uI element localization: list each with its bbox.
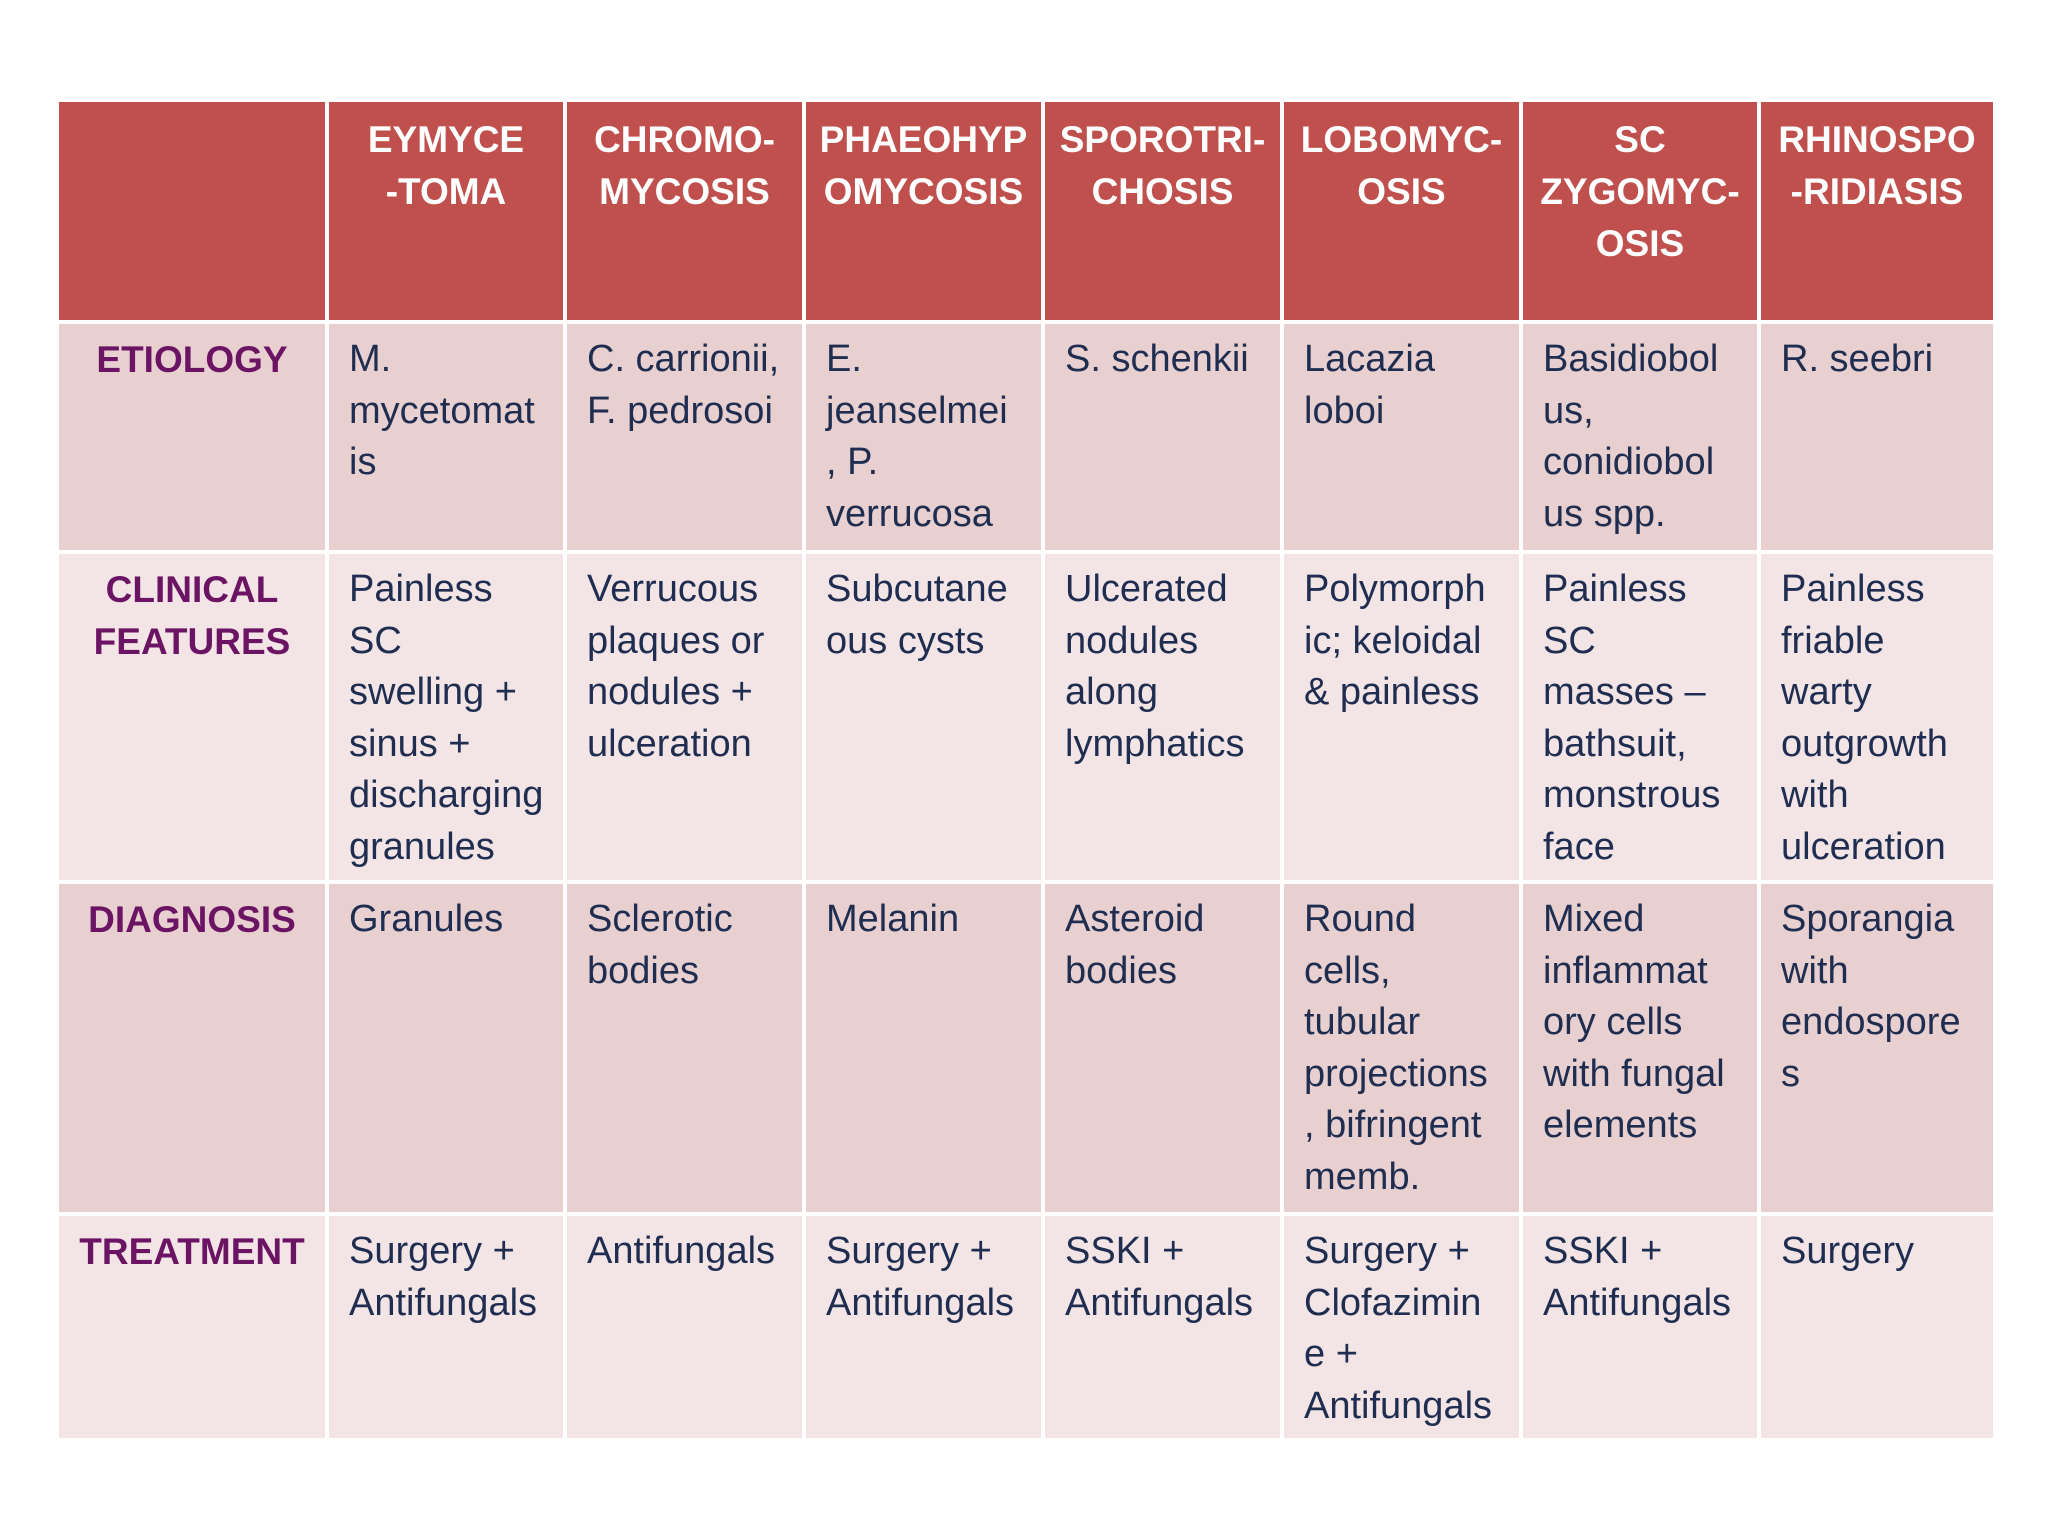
table-cell: Subcutane ous cysts — [802, 550, 1045, 884]
table-cell: C. carrionii, F. pedrosoi — [563, 320, 806, 554]
column-header-rhinosporidiasis: RHINOSPO -RIDIASIS — [1757, 98, 1997, 324]
table-cell: SSKI + Antifungals — [1041, 1212, 1284, 1442]
column-header-chromomycosis: CHROMO- MYCOSIS — [563, 98, 806, 324]
table-row-diagnosis: DIAGNOSIS Granules Sclerotic bodies Mela… — [55, 880, 1997, 1216]
column-header-lobomycosis: LOBOMYC- OSIS — [1280, 98, 1523, 324]
comparison-table: EYMYCE -TOMA CHROMO- MYCOSIS PHAEOHYP OM… — [55, 98, 1997, 1442]
column-header-sc-zygomycosis: SC ZYGOMYC- OSIS — [1519, 98, 1761, 324]
table-cell: E. jeanselmei , P. verrucosa — [802, 320, 1045, 554]
table-cell: Verrucous plaques or nodules + ulceratio… — [563, 550, 806, 884]
row-label-clinical-features: CLINICAL FEATURES — [55, 550, 329, 884]
table-cell: Basidiobol us, conidiobol us spp. — [1519, 320, 1761, 554]
column-header-sporotrichosis: SPOROTRI- CHOSIS — [1041, 98, 1284, 324]
column-header-phaeohyphomycosis: PHAEOHYP OMYCOSIS — [802, 98, 1045, 324]
table-row-etiology: ETIOLOGY M. mycetomat is C. carrionii, F… — [55, 320, 1997, 554]
table-cell: Sporangia with endospore s — [1757, 880, 1997, 1216]
table-cell: Mixed inflammat ory cells with fungal el… — [1519, 880, 1761, 1216]
table-cell: Painless friable warty outgrowth with ul… — [1757, 550, 1997, 884]
row-label-diagnosis: DIAGNOSIS — [55, 880, 329, 1216]
table-cell: Round cells, tubular projections , bifri… — [1280, 880, 1523, 1216]
table-cell: Sclerotic bodies — [563, 880, 806, 1216]
table-cell: Painless SC swelling + sinus + dischargi… — [325, 550, 567, 884]
table-cell: Surgery — [1757, 1212, 1997, 1442]
table-cell: Surgery + Clofazimin e + Antifungals — [1280, 1212, 1523, 1442]
table-cell: Granules — [325, 880, 567, 1216]
table-cell: M. mycetomat is — [325, 320, 567, 554]
corner-cell — [55, 98, 329, 324]
header-row: EYMYCE -TOMA CHROMO- MYCOSIS PHAEOHYP OM… — [55, 98, 1997, 324]
table-cell: Painless SC masses – bathsuit, monstrous… — [1519, 550, 1761, 884]
row-label-treatment: TREATMENT — [55, 1212, 329, 1442]
table-cell: Ulcerated nodules along lymphatics — [1041, 550, 1284, 884]
column-header-eymycetoma: EYMYCE -TOMA — [325, 98, 567, 324]
table-cell: Asteroid bodies — [1041, 880, 1284, 1216]
table-cell: Melanin — [802, 880, 1045, 1216]
table-cell: Surgery + Antifungals — [325, 1212, 567, 1442]
table-cell: Antifungals — [563, 1212, 806, 1442]
table-cell: Surgery + Antifungals — [802, 1212, 1045, 1442]
table-row-treatment: TREATMENT Surgery + Antifungals Antifung… — [55, 1212, 1997, 1442]
row-label-etiology: ETIOLOGY — [55, 320, 329, 554]
table-cell: Lacazia loboi — [1280, 320, 1523, 554]
table-cell: R. seebri — [1757, 320, 1997, 554]
table-cell: S. schenkii — [1041, 320, 1284, 554]
table-cell: Polymorph ic; keloidal & painless — [1280, 550, 1523, 884]
table-row-clinical-features: CLINICAL FEATURES Painless SC swelling +… — [55, 550, 1997, 884]
table-cell: SSKI + Antifungals — [1519, 1212, 1761, 1442]
